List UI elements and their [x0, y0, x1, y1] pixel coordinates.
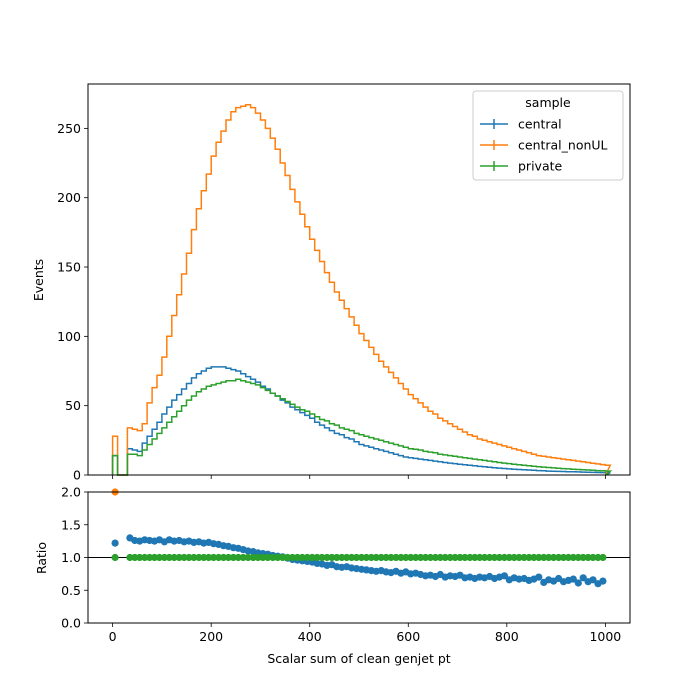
main-y-tick-label: 250	[57, 121, 81, 136]
x-tick-label: 600	[396, 629, 420, 644]
legend-label-central-nonUL: central_nonUL	[518, 138, 608, 153]
ratio-point	[515, 553, 523, 562]
ratio-point	[244, 553, 252, 562]
ratio-point	[599, 553, 607, 562]
ratio-point	[426, 553, 434, 562]
ratio-point	[264, 553, 272, 562]
x-tick-label: 800	[495, 629, 519, 644]
x-axis-label: Scalar sum of clean genjet pt	[267, 651, 450, 666]
ratio-point	[170, 553, 178, 562]
ratio-series-central	[111, 534, 607, 588]
main-y-tick-label: 150	[57, 260, 81, 275]
main-histogram-panel: 0 50 100 150 200 250 Events sample central cen…	[31, 83, 631, 483]
histogram-line-private	[111, 378, 613, 476]
x-tick-label: 1000	[589, 629, 621, 644]
ratio-y-axis-label: Ratio	[34, 542, 49, 574]
ratio-point	[224, 553, 232, 562]
legend-title: sample	[525, 95, 571, 110]
x-tick-label: 200	[199, 629, 223, 644]
legend-label-central: central	[518, 117, 562, 132]
ratio-point	[481, 553, 489, 562]
ratio-point	[190, 553, 198, 562]
main-y-tick-label: 100	[57, 329, 81, 344]
ratio-point	[550, 553, 558, 562]
main-y-tick-label: 50	[65, 398, 81, 413]
legend-box	[472, 90, 624, 181]
ratio-point	[535, 573, 543, 581]
legend-label-private: private	[518, 159, 563, 174]
ratio-point	[535, 553, 543, 562]
x-tick-label: 400	[298, 629, 322, 644]
ratio-panel: 0 200 400 600 800 1000 0.00.51.01.52.0 Ratio …	[34, 485, 631, 666]
ratio-point	[210, 553, 218, 562]
ratio-point	[461, 553, 469, 562]
ratio-series-private	[111, 553, 607, 562]
ratio-y-tick-label: 0.5	[61, 583, 81, 598]
main-y-tick-label: 0	[73, 468, 81, 483]
histogram-line-central-nonUL	[111, 104, 612, 476]
ratio-point	[579, 574, 587, 582]
ratio-y-tick-label: 0.0	[61, 616, 81, 631]
ratio-point	[136, 553, 144, 562]
main-y-tick-label: 200	[57, 190, 81, 205]
ratio-point	[111, 539, 119, 547]
ratio-point	[352, 553, 361, 562]
ratio-point	[333, 553, 341, 562]
ratio-point	[279, 553, 287, 562]
ratio-point	[111, 553, 119, 562]
ratio-point	[387, 553, 395, 562]
ratio-point	[441, 553, 449, 562]
ratio-point	[155, 553, 163, 562]
ratio-point	[495, 553, 503, 562]
x-tick-label: 0	[109, 629, 117, 644]
ratio-point	[298, 553, 306, 562]
ratio-y-tick-label: 2.0	[61, 485, 81, 500]
ratio-point	[318, 553, 326, 562]
main-plot-frame	[87, 83, 631, 476]
main-y-axis-label: Events	[31, 259, 46, 301]
ratio-point	[372, 553, 380, 562]
ratio-y-tick-label: 1.5	[61, 517, 81, 532]
ratio-point	[574, 579, 582, 587]
ratio-point	[589, 576, 597, 584]
histogram-line-central	[111, 366, 611, 476]
ratio-point	[589, 553, 597, 562]
ratio-point	[569, 553, 577, 562]
ratio-point	[407, 553, 415, 562]
ratio-y-tick-label: 1.0	[61, 550, 81, 565]
ratio-point	[569, 575, 577, 583]
ratio-point	[599, 577, 607, 585]
ratio-point	[500, 572, 508, 580]
